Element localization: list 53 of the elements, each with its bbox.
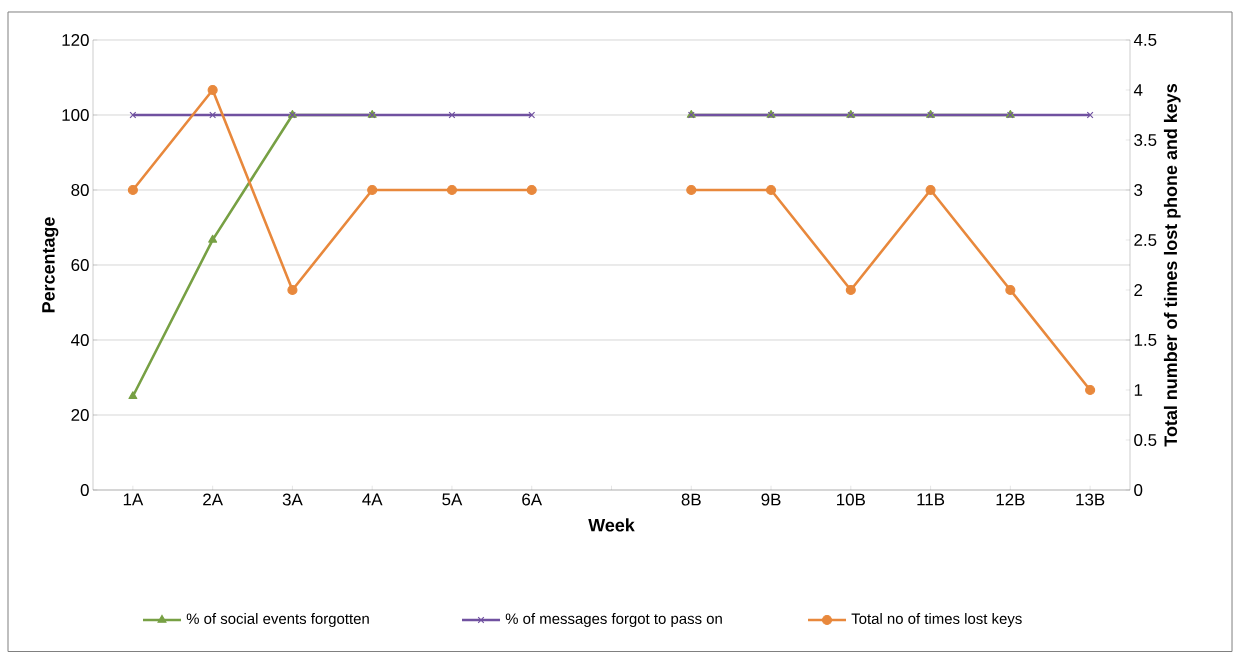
y-tick-label: 120 xyxy=(62,34,89,46)
y-tick-label: 0 xyxy=(80,484,89,496)
point xyxy=(765,184,777,196)
point xyxy=(208,234,218,243)
x-tick-label: 12B xyxy=(996,493,1025,506)
point xyxy=(129,111,137,119)
x-tick-label: 13B xyxy=(1076,493,1105,506)
y2-tick-label: 0 xyxy=(1134,484,1143,496)
point xyxy=(528,111,536,119)
legend-label: Total no of times lost keys xyxy=(851,613,1022,627)
point xyxy=(209,111,217,119)
y2-tick-label: 2.5 xyxy=(1134,234,1157,246)
point xyxy=(207,84,218,96)
y2-tick-label: 3 xyxy=(1134,184,1143,196)
legend-label: % of messages forgot to pass on xyxy=(505,613,722,627)
legend-label: % of social events forgotten xyxy=(186,613,369,627)
y-tick-label: 20 xyxy=(71,409,89,421)
y-tick-label: 100 xyxy=(62,109,89,121)
y-axis-title: Percentage xyxy=(42,217,59,313)
point xyxy=(367,184,378,196)
point xyxy=(1086,111,1094,119)
point xyxy=(1005,284,1016,296)
y2-tick-label: 3.5 xyxy=(1134,134,1157,146)
point xyxy=(128,391,138,400)
point xyxy=(287,284,298,296)
x-tick-label: 6A xyxy=(522,493,543,506)
point xyxy=(925,184,936,196)
y-tick-label: 60 xyxy=(71,259,89,271)
y2-tick-label: 4.5 xyxy=(1133,34,1157,46)
y2-tick-label: 0.5 xyxy=(1134,434,1157,446)
y2-axis-title: Total number of times lost phone and keys xyxy=(1163,84,1181,447)
x-tick-label: 8B xyxy=(681,493,701,506)
x-tick-label: 11B xyxy=(917,493,945,506)
y2-tick-label: 4 xyxy=(1133,84,1143,96)
x-tick-label: 10B xyxy=(837,493,865,506)
point xyxy=(526,184,537,196)
x-tick-label: 1A xyxy=(123,493,144,506)
y2-tick-label: 1.5 xyxy=(1134,334,1157,346)
x-tick-label: 4A xyxy=(362,493,383,506)
x-axis-title: Week xyxy=(588,518,635,532)
x-tick-label: 3A xyxy=(282,493,303,506)
x-tick-label: 2A xyxy=(203,493,223,506)
point xyxy=(446,184,458,196)
point xyxy=(845,284,856,296)
y-tick-label: 80 xyxy=(71,184,89,196)
point xyxy=(127,184,138,196)
point xyxy=(1085,384,1096,396)
y-tick-label: 40 xyxy=(71,334,89,346)
y2-tick-label: 1 xyxy=(1134,384,1143,396)
point xyxy=(686,184,697,196)
x-tick-label: 5A xyxy=(442,493,463,506)
x-tick-label: 9B xyxy=(761,493,781,506)
y2-tick-label: 2 xyxy=(1134,284,1143,296)
